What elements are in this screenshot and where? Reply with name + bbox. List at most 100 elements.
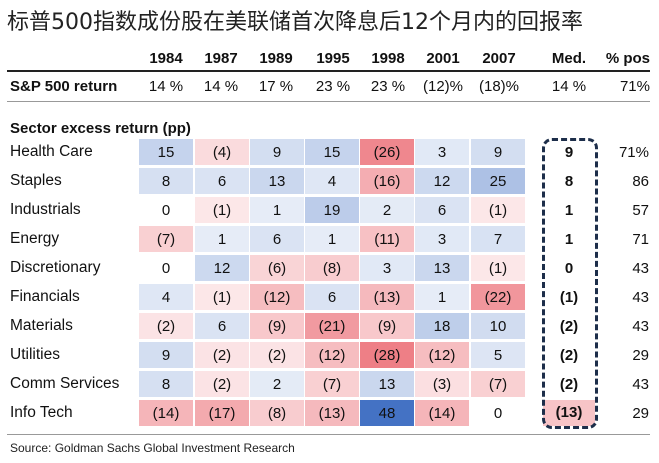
sp500-value: 17 % [258, 78, 294, 95]
sp500-value: 14 % [203, 78, 239, 95]
heatmap-cell: (14) [415, 400, 469, 426]
heatmap-cell: 18 [415, 313, 469, 339]
heatmap-cell: 48 [360, 400, 414, 426]
heatmap-cell: 0 [139, 255, 193, 281]
heatmap-cell: 6 [305, 284, 359, 310]
heatmap-cell: 10 [471, 313, 525, 339]
column-header: 1987 [204, 50, 238, 67]
sector-label: Materials [10, 317, 73, 334]
heatmap-cell: (1) [471, 197, 525, 223]
heatmap-cell: (7) [305, 371, 359, 397]
sp500-label: S&P 500 return [10, 78, 118, 95]
heatmap-cell: (2) [250, 342, 304, 368]
median-value: 1 [564, 202, 574, 219]
heatmap-cell: (2) [195, 342, 249, 368]
heatmap-cell: 13 [360, 371, 414, 397]
sector-label: Info Tech [10, 404, 73, 421]
chart-title: 标普500指数成份股在美联储首次降息后12个月内的回报率 [7, 10, 583, 35]
heatmap-cell: 0 [471, 400, 525, 426]
heatmap-cell: (9) [360, 313, 414, 339]
heatmap-cell: 6 [250, 226, 304, 252]
heatmap-cell: 3 [415, 139, 469, 165]
heatmap-cell: (22) [471, 284, 525, 310]
column-header: 2007 [482, 50, 516, 67]
sector-label: Energy [10, 230, 60, 247]
heatmap-cell: 9 [139, 342, 193, 368]
heatmap-cell: (12) [250, 284, 304, 310]
heatmap-cell: 3 [415, 226, 469, 252]
heatmap-cell: 15 [139, 139, 193, 165]
heatmap-cell: 6 [195, 168, 249, 194]
sp500-value: 14 % [148, 78, 184, 95]
heatmap-cell: 9 [471, 139, 525, 165]
heatmap-cell: 0 [139, 197, 193, 223]
sector-label: Staples [10, 172, 62, 189]
pct-positive: 43 [632, 376, 649, 393]
sp500-median: 14 % [551, 78, 587, 95]
heatmap-cell: 7 [471, 226, 525, 252]
heatmap-cell: (12) [415, 342, 469, 368]
heatmap-cell: 1 [250, 197, 304, 223]
heatmap-cell: 1 [305, 226, 359, 252]
median-value: 0 [564, 260, 574, 277]
heatmap-cell: (26) [360, 139, 414, 165]
heatmap-cell: (1) [195, 197, 249, 223]
median-value: (2) [559, 376, 579, 393]
median-highlight-box [542, 138, 598, 429]
heatmap-cell: 19 [305, 197, 359, 223]
heatmap-cell: (4) [195, 139, 249, 165]
heatmap-cell: 3 [360, 255, 414, 281]
sp500-value: (18)% [478, 78, 519, 95]
heatmap-cell: (2) [195, 371, 249, 397]
heatmap-cell: 25 [471, 168, 525, 194]
column-header: 1989 [259, 50, 293, 67]
heatmap-cell: (13) [305, 400, 359, 426]
heatmap-cell: 2 [250, 371, 304, 397]
heatmap-cell: (9) [250, 313, 304, 339]
pct-positive: 57 [632, 202, 649, 219]
heatmap-cell: 4 [139, 284, 193, 310]
heatmap-cell: 6 [195, 313, 249, 339]
sector-label: Comm Services [10, 375, 120, 392]
heatmap-cell: (1) [471, 255, 525, 281]
pct-positive: 86 [632, 173, 649, 190]
footer-rule [7, 434, 650, 435]
column-header: 2001 [426, 50, 460, 67]
pct-positive: 29 [632, 347, 649, 364]
heatmap-cell: (21) [305, 313, 359, 339]
median-value: (2) [559, 318, 579, 335]
heatmap-cell: (8) [305, 255, 359, 281]
heatmap-cell: 12 [195, 255, 249, 281]
heatmap-cell: (11) [360, 226, 414, 252]
pct-positive: 43 [632, 318, 649, 335]
sp500-value: 23 % [315, 78, 351, 95]
heatmap-cell: (6) [250, 255, 304, 281]
pct-positive: 71 [632, 231, 649, 248]
column-header: 1998 [371, 50, 405, 67]
heatmap-cell: (8) [250, 400, 304, 426]
pct-positive: 43 [632, 260, 649, 277]
column-header: Med. [551, 50, 587, 67]
heatmap-cell: 6 [415, 197, 469, 223]
heatmap-cell: (17) [195, 400, 249, 426]
sector-label: Discretionary [10, 259, 101, 276]
heatmap-cell: (28) [360, 342, 414, 368]
sector-header: Sector excess return (pp) [10, 120, 191, 137]
column-header: 1995 [316, 50, 350, 67]
heatmap-cell: 4 [305, 168, 359, 194]
divider [7, 101, 650, 102]
sp500-value: 23 % [370, 78, 406, 95]
median-value: 9 [564, 144, 574, 161]
sector-label: Utilities [10, 346, 60, 363]
median-value: (2) [559, 347, 579, 364]
median-value: (1) [559, 289, 579, 306]
heatmap-cell: (16) [360, 168, 414, 194]
heatmap-cell: 13 [415, 255, 469, 281]
heatmap-cell: 13 [250, 168, 304, 194]
heatmap-cell: (13) [360, 284, 414, 310]
heatmap-cell: 15 [305, 139, 359, 165]
heatmap-cell: 1 [195, 226, 249, 252]
heatmap-cell: (2) [139, 313, 193, 339]
sp500-value: (12)% [422, 78, 463, 95]
header-rule [7, 70, 650, 72]
